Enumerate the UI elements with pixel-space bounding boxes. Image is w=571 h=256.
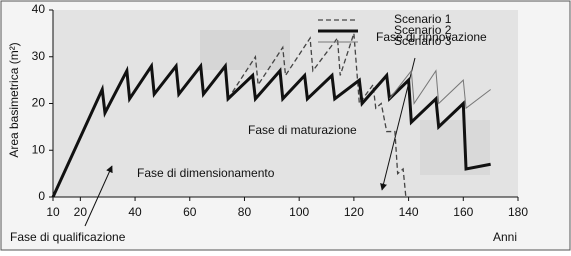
- x-tick-label: 40: [128, 205, 142, 219]
- y-tick-label: 10: [32, 142, 46, 156]
- x-tick-label: 100: [289, 205, 309, 219]
- x-tick-label: 160: [453, 205, 473, 219]
- annotation: Fase di maturazione: [248, 123, 357, 137]
- x-tick-label: 20: [74, 205, 88, 219]
- x-tick-label: 60: [183, 205, 197, 219]
- annotation: Fase di dimensionamento: [137, 166, 275, 180]
- y-tick-label: 30: [32, 49, 46, 63]
- texture: [200, 30, 290, 70]
- legend-label: Scenario 2: [394, 23, 452, 37]
- y-tick-label: 20: [32, 96, 46, 110]
- series-line: [227, 33, 407, 198]
- x-tick-label: 10: [46, 205, 60, 219]
- legend-label: Scenario 3: [394, 34, 452, 48]
- y-tick-label: 0: [38, 189, 45, 203]
- legend-label: Scenario 1: [394, 12, 452, 26]
- annotation: Fase di qualificazione: [10, 230, 126, 244]
- y-tick-label: 40: [32, 2, 46, 16]
- x-tick-label: 140: [399, 205, 419, 219]
- arrow: [84, 165, 113, 227]
- x-tick-label: 80: [238, 205, 252, 219]
- x-tick-label: 180: [508, 205, 528, 219]
- annotation: Fase di rinnovazione: [376, 30, 487, 44]
- x-tick-label: 120: [344, 205, 364, 219]
- series-line: [389, 69, 491, 110]
- x-axis-label: Anni: [493, 230, 517, 244]
- series-line: [51, 61, 491, 198]
- y-axis-label: Area basimetrica (m²): [7, 42, 21, 157]
